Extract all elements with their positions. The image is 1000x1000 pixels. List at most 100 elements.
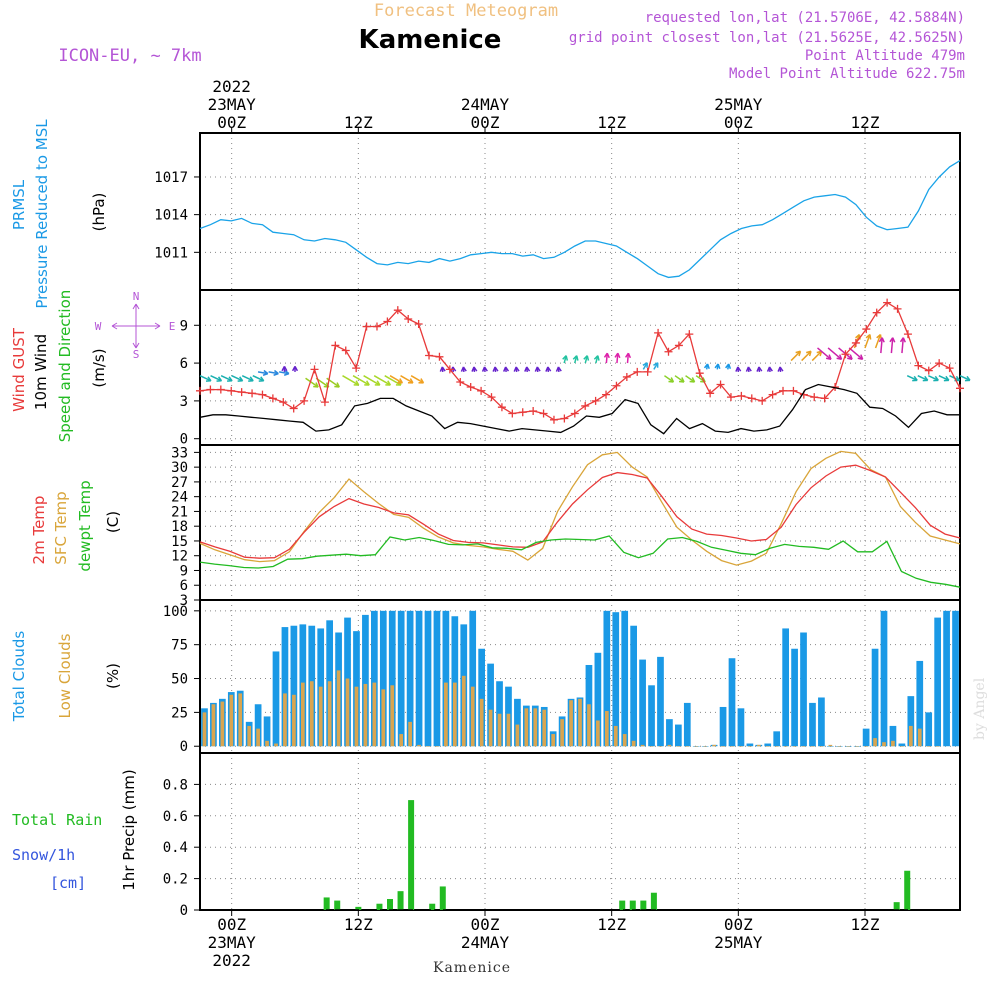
wind-arrowhead-63 — [865, 333, 872, 340]
wind-arrowhead-56 — [805, 350, 812, 357]
wind-arrowhead-44 — [678, 377, 685, 383]
requested-coords: requested lon,lat (21.5706E, 42.5884N) — [645, 10, 965, 26]
wind-arrowhead-73 — [964, 375, 971, 382]
total-cloud-bar-58 — [719, 706, 727, 747]
wind-arrowhead-41 — [642, 362, 648, 368]
wind-arrow-5 — [252, 375, 265, 382]
total-cloud-bar-51 — [657, 656, 664, 747]
total-cloud-bar-24 — [415, 610, 423, 747]
low-cloud-bar-36 — [524, 708, 529, 747]
low-cloud-bar-42 — [578, 698, 582, 747]
footer-location: Kamenice — [433, 960, 511, 976]
total-cloud-bar-32 — [487, 663, 494, 747]
wind-arrowhead-8 — [283, 369, 290, 376]
wind-arrowhead-3 — [237, 376, 244, 382]
low-cloud-bar-48 — [631, 740, 636, 747]
ytick-label-p1-3: 9 — [180, 318, 188, 334]
wind-arrowhead-42 — [653, 362, 659, 368]
top-tick-label-5: 12Z — [851, 113, 880, 132]
super-title: Forecast Meteogram — [374, 1, 558, 21]
low-cloud-bar-68 — [810, 746, 815, 747]
wind-arrowhead-39 — [614, 352, 621, 359]
gust-series-marker-0 — [196, 386, 204, 395]
low-cloud-bar-37 — [533, 708, 538, 747]
low-cloud-bar-46 — [613, 725, 618, 747]
rain-bar-14 — [904, 870, 911, 910]
total-cloud-bar-48 — [630, 625, 637, 747]
wind-arrowhead-11 — [313, 382, 319, 388]
gust-series-marker-21 — [414, 320, 423, 329]
gust-series-marker-59 — [810, 393, 819, 402]
gust-series-marker-43 — [643, 367, 652, 376]
low-cloud-bar-31 — [479, 698, 484, 747]
gust-series-marker-67 — [893, 304, 902, 313]
low-cloud-bar-4 — [238, 693, 243, 747]
total-cloud-bar-7 — [263, 716, 271, 747]
wind-arrowhead-53 — [766, 366, 773, 372]
wind-arrowhead-35 — [572, 355, 579, 361]
bottom-tick-label-2: 00Z — [471, 915, 500, 934]
total-cloud-label: Total Clouds — [10, 631, 28, 723]
ytick-label-p2-10: 33 — [171, 445, 188, 461]
low-cloud-bar-61 — [748, 746, 752, 747]
gust-series-marker-20 — [404, 314, 413, 323]
wind-arrowhead-7 — [273, 369, 279, 376]
low-cloud-bar-51 — [658, 746, 663, 747]
wind-arrow-43 — [664, 375, 674, 383]
wind-arrowhead-15 — [364, 380, 370, 386]
total-cloud-bar-63 — [764, 743, 772, 747]
dewpt-series-line — [199, 535, 961, 588]
gust-series-marker-57 — [789, 386, 798, 395]
total-cloud-bar-26 — [433, 610, 441, 747]
wind-arrowhead-65 — [878, 337, 885, 343]
bottom-date-label-4: 25MAY — [714, 933, 763, 952]
wind-arrow-71 — [938, 375, 950, 382]
wind-arrowhead-10 — [291, 366, 299, 372]
gust-series-marker-28 — [487, 393, 496, 402]
gust-series-marker-23 — [435, 352, 444, 361]
gust-series-marker-42 — [633, 367, 642, 376]
gust-series-marker-73 — [956, 384, 964, 393]
total-cloud-bar-64 — [773, 731, 781, 747]
total-cloud-bar-79 — [907, 696, 915, 747]
gust-label: Wind GUST — [10, 327, 28, 412]
ytick-label-p1-1: 3 — [180, 394, 188, 410]
low-cloud-bar-44 — [596, 720, 600, 747]
ytick-label-p1-0: 0 — [180, 432, 188, 448]
point-altitude: Point Altitude 479m — [805, 48, 965, 64]
low-cloud-bar-56 — [703, 746, 708, 747]
top-tick-label-3: 12Z — [597, 113, 626, 132]
gust-series-marker-36 — [570, 409, 579, 418]
low-cloud-bar-45 — [604, 711, 609, 747]
ytick-label-p2-7: 24 — [171, 490, 188, 506]
rain-bar-4 — [387, 899, 393, 910]
gust-series-marker-15 — [352, 364, 361, 373]
gust-series-marker-8 — [279, 398, 288, 407]
ytick-label-p3-3: 75 — [171, 638, 188, 654]
rain-bar-8 — [439, 886, 446, 910]
pressure-unit: (hPa) — [90, 193, 108, 232]
wind-arrowhead-6 — [262, 369, 269, 376]
low-cloud-bar-16 — [345, 678, 350, 747]
gust-series-marker-50 — [716, 380, 725, 389]
compass-w: W — [95, 320, 102, 333]
low-cloud-bar-76 — [882, 742, 886, 747]
low-cloud-bar-70 — [828, 744, 833, 747]
total-cloud-bar-47 — [621, 610, 629, 747]
low-cloud-bar-75 — [873, 738, 877, 747]
compass-s: S — [133, 348, 140, 361]
total-cloud-bar-80 — [916, 660, 924, 747]
gust-series-marker-37 — [581, 401, 590, 410]
low-cloud-bar-19 — [372, 682, 377, 747]
total-cloud-bar-20 — [379, 610, 387, 747]
wind-arrowhead-47 — [703, 363, 710, 369]
total-cloud-bar-19 — [371, 610, 378, 747]
wind-arrowhead-59 — [836, 354, 843, 361]
wind-arrowhead-21 — [418, 378, 425, 384]
low-cloud-bar-55 — [694, 746, 699, 747]
credit-label: by Angel — [972, 677, 988, 740]
top-tick-label-0: 00Z — [217, 113, 246, 132]
wind-arrow-63 — [864, 334, 871, 349]
grid-point-coords: grid point closest lon,lat (21.5625E, 42… — [569, 30, 965, 46]
gust-series-marker-4 — [237, 388, 246, 397]
